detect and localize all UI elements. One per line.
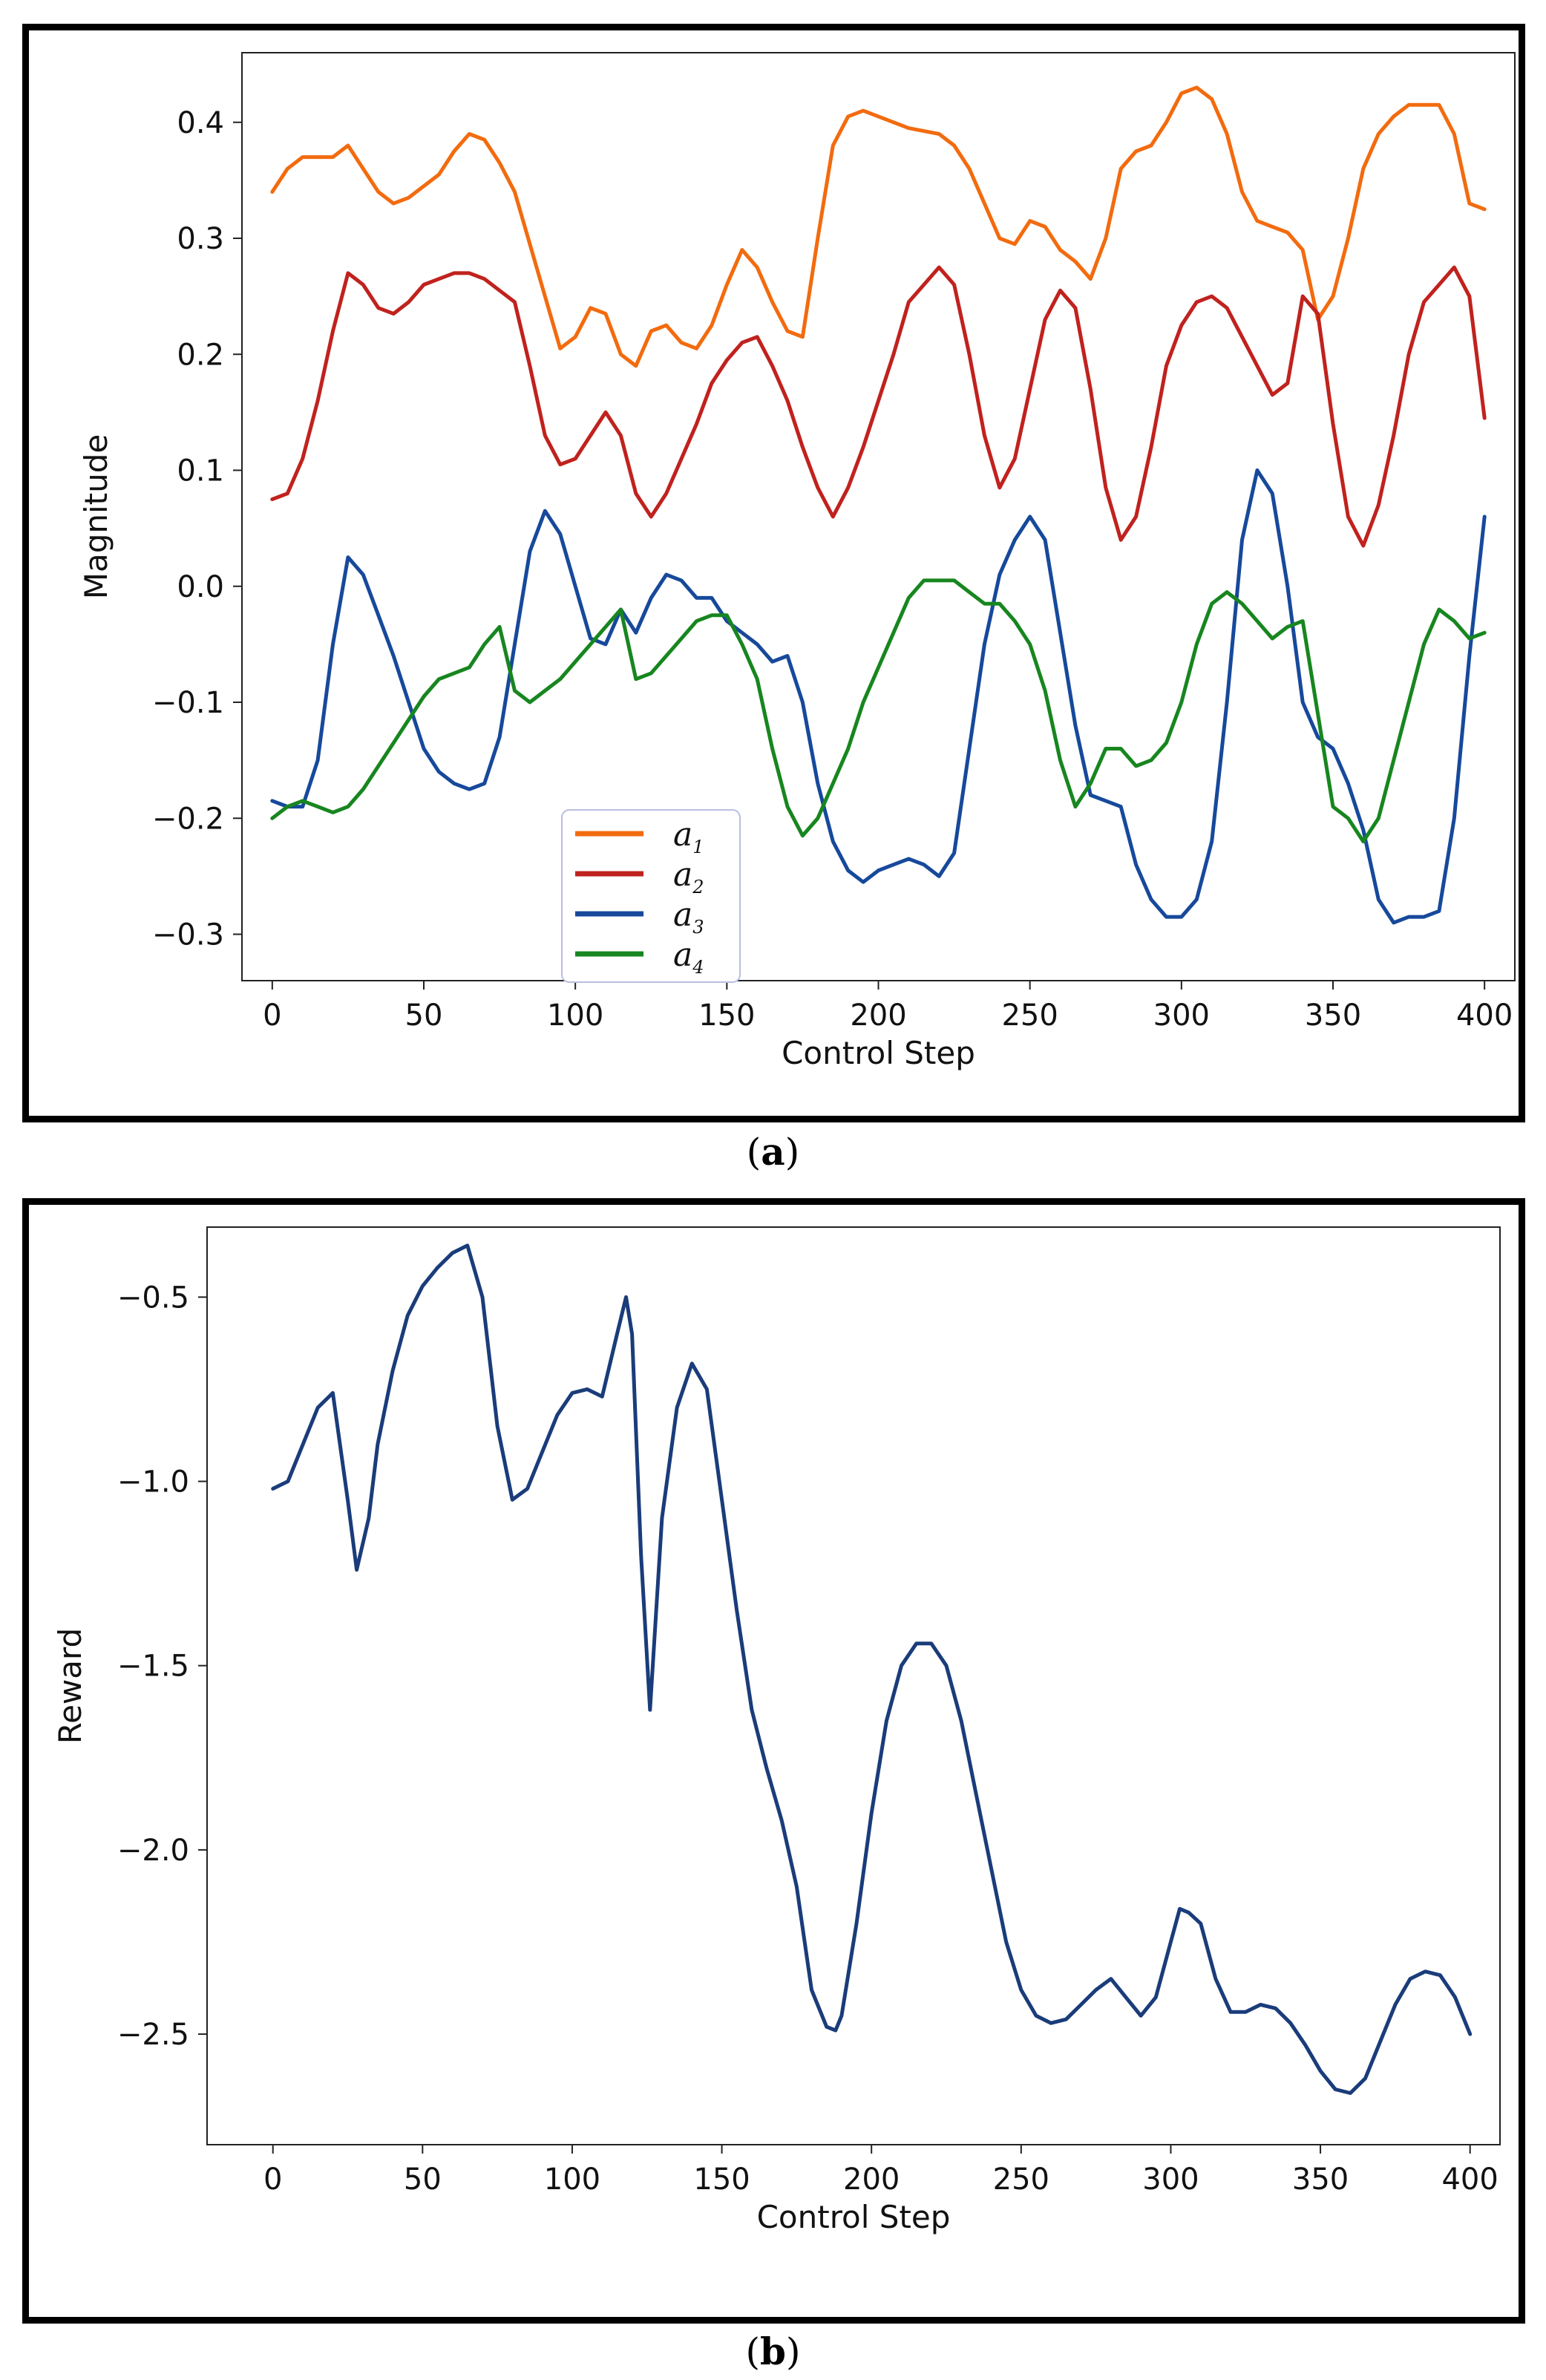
chart-b-ylabel: Reward <box>52 1628 88 1744</box>
chart-b-ytick-label: −2.5 <box>117 2018 189 2052</box>
chart-a-ytick-label: 0.4 <box>177 106 224 140</box>
chart-a: 0 50 100 150 200 250 300 350 400 −0.3 −0.2 −0.1 0.0 0… <box>78 52 1516 1071</box>
caption-a: (a) <box>746 1130 800 1174</box>
panel-a-frame: 0 50 100 150 200 250 300 350 400 −0.3 −0.2 −0.1 0.0 0… <box>22 24 1525 1122</box>
chart-a-xtick-label: 300 <box>1153 998 1210 1033</box>
chart-a-xtick-label: 150 <box>698 998 755 1033</box>
chart-a-legend-label: a1 <box>673 816 704 857</box>
chart-b-xtick-label: 200 <box>843 2162 900 2197</box>
chart-b-xtick-label: 0 <box>263 2162 282 2197</box>
chart-a-ytick-label: 0.3 <box>177 222 224 256</box>
chart-a-legend-label: a3 <box>673 896 704 938</box>
chart-a-legend <box>561 809 741 983</box>
chart-b-xtick-label: 100 <box>544 2162 600 2197</box>
chart-a-xlabel: Control Step <box>782 1035 975 1071</box>
chart-a-ytick-label: −0.1 <box>152 686 224 720</box>
chart-a-series-a4-line <box>270 578 1487 843</box>
chart-b-xtick-label: 50 <box>404 2162 442 2197</box>
chart-a-plot-area <box>241 52 1516 981</box>
chart-a-series-a2-line <box>270 265 1487 548</box>
chart-a-legend-label: a4 <box>673 936 704 978</box>
chart-b-xtick-label: 350 <box>1292 2162 1349 2197</box>
chart-a-series-a1-line <box>270 85 1487 368</box>
chart-a-xtick-label: 50 <box>405 998 443 1033</box>
chart-a-ytick-label: −0.3 <box>152 918 224 952</box>
chart-b-xtick-label: 150 <box>693 2162 750 2197</box>
chart-a-xtick-label: 350 <box>1305 998 1361 1033</box>
chart-a-xtick-label: 400 <box>1456 998 1513 1033</box>
chart-a-legend-label: a2 <box>673 856 704 898</box>
chart-b-plot-area <box>206 1226 1501 2145</box>
chart-b-ytick-label: −1.5 <box>117 1650 189 1684</box>
chart-a-ytick-label: 0.0 <box>177 570 224 604</box>
chart-a-ytick-label: 0.1 <box>177 454 224 488</box>
chart-b-ytick-label: −1.0 <box>117 1465 189 1500</box>
chart-a-ytick-label: 0.2 <box>177 338 224 372</box>
chart-b-series-reward-line <box>271 1243 1473 2095</box>
chart-b-ytick-label: −2.0 <box>117 1834 189 1868</box>
chart-b: 0 50 100 150 200 250 300 350 400 −2.5 −2.0 −1.5 −1.0… <box>52 1226 1501 2235</box>
chart-a-xtick-label: 100 <box>547 998 603 1033</box>
chart-a-ylabel: Magnitude <box>78 434 114 600</box>
chart-b-xtick-label: 400 <box>1441 2162 1498 2197</box>
chart-a-xtick-label: 200 <box>850 998 906 1033</box>
chart-a-xtick-label: 0 <box>263 998 281 1033</box>
chart-b-ytick-label: −0.5 <box>117 1281 189 1315</box>
chart-b-xlabel: Control Step <box>757 2199 951 2235</box>
chart-b-xtick-label: 300 <box>1142 2162 1199 2197</box>
chart-a-series-a3-line <box>270 468 1487 925</box>
caption-b: (b) <box>745 2330 801 2373</box>
chart-a-xtick-label: 250 <box>1001 998 1058 1033</box>
chart-b-xtick-label: 250 <box>993 2162 1049 2197</box>
panel-b-frame: 0 50 100 150 200 250 300 350 400 −2.5 −2.0 −1.5 −1.0… <box>22 1198 1525 2324</box>
chart-a-ytick-label: −0.2 <box>152 802 224 836</box>
